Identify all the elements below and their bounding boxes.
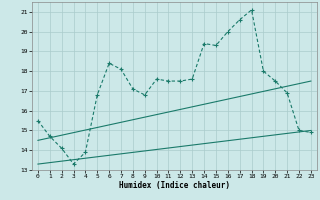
X-axis label: Humidex (Indice chaleur): Humidex (Indice chaleur)	[119, 181, 230, 190]
